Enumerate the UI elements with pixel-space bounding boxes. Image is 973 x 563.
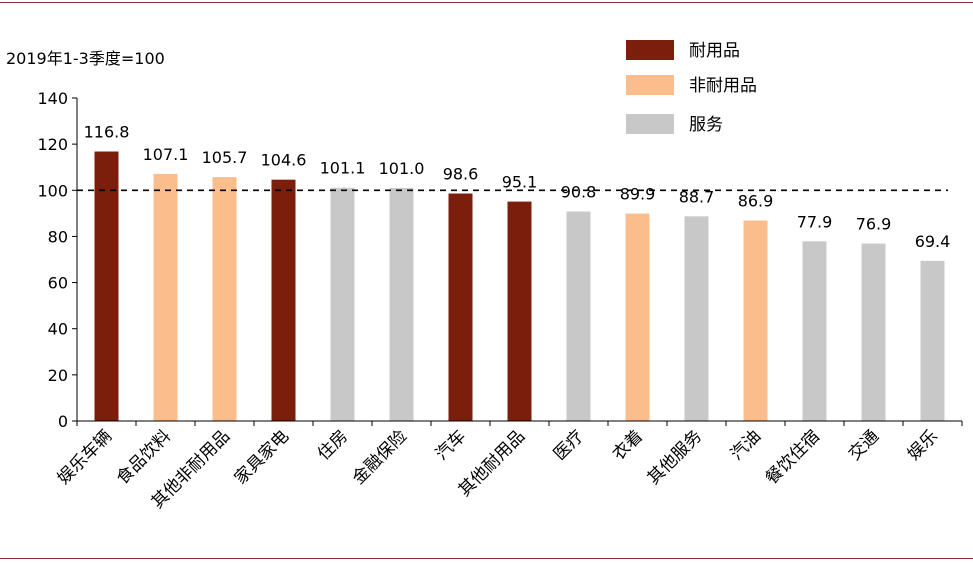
x-tick-label: 餐饮住宿 (762, 426, 824, 488)
bar (625, 213, 650, 421)
x-tick-label: 家具家电 (231, 426, 293, 488)
legend-swatch (626, 114, 674, 134)
data-label: 90.8 (561, 183, 597, 202)
y-tick-label: 40 (48, 320, 68, 339)
y-tick-label: 100 (37, 181, 68, 200)
data-label: 98.6 (443, 165, 479, 184)
bar (684, 216, 709, 421)
x-tick-label: 医疗 (550, 426, 588, 464)
bar (330, 187, 355, 421)
x-tick-label: 其他服务 (644, 426, 706, 488)
data-label: 105.7 (202, 148, 248, 167)
y-tick-label: 60 (48, 274, 68, 293)
y-tick-label: 140 (37, 89, 68, 108)
y-axis-label: 2019年1-3季度=100 (6, 49, 165, 68)
bar (920, 260, 945, 421)
bar (566, 211, 591, 421)
y-tick-label: 80 (48, 227, 68, 246)
bars (94, 151, 945, 422)
data-label: 86.9 (738, 192, 774, 211)
data-label: 89.9 (620, 185, 656, 204)
x-tick-label: 娱乐车辆 (54, 426, 116, 488)
data-label: 88.7 (679, 187, 715, 206)
x-tick-label: 汽油 (727, 426, 765, 464)
data-label: 104.6 (261, 151, 307, 170)
bar (802, 241, 827, 421)
y-tick-label: 20 (48, 366, 68, 385)
y-axis: 0 20 40 60 80 100 120 140 (37, 89, 78, 431)
data-label: 76.9 (856, 215, 892, 234)
data-label: 116.8 (84, 123, 130, 142)
legend-label: 非耐用品 (689, 76, 757, 96)
bar (153, 173, 178, 421)
legend-swatch (626, 40, 674, 60)
value-labels: 116.8 107.1 105.7 104.6 101.1 101.0 98.6 95.1 90… (84, 123, 951, 251)
legend-swatch (626, 75, 674, 95)
y-tick-label: 0 (58, 412, 68, 431)
bar (507, 201, 532, 421)
legend-label: 耐用品 (689, 41, 740, 61)
data-label: 69.4 (915, 232, 951, 251)
x-tick-label: 住房 (314, 426, 352, 464)
bar (743, 220, 768, 421)
x-tick-label: 衣着 (609, 426, 647, 464)
bar (271, 179, 296, 421)
data-label: 107.1 (143, 145, 189, 164)
x-tick-label: 交通 (845, 426, 883, 464)
data-label: 101.1 (320, 159, 366, 178)
bar (861, 243, 886, 421)
bottom-border (0, 558, 973, 559)
data-label: 95.1 (502, 173, 538, 192)
x-tick-label: 金融保险 (349, 426, 411, 488)
bar (212, 177, 237, 421)
x-axis: 娱乐车辆食品饮料其他非耐用品家具家电 住房金融保险 汽车其他耐用品 医疗 衣着其他服务汽… (54, 420, 963, 513)
data-label: 101.0 (379, 159, 425, 178)
y-tick-label: 120 (37, 135, 68, 154)
x-tick-label: 娱乐 (904, 426, 942, 464)
bar (94, 151, 119, 422)
legend-label: 服务 (689, 115, 723, 135)
data-label: 77.9 (797, 212, 833, 231)
bar (448, 193, 473, 421)
top-border (0, 2, 973, 3)
bar (389, 187, 414, 421)
x-tick-label: 汽车 (432, 426, 470, 464)
